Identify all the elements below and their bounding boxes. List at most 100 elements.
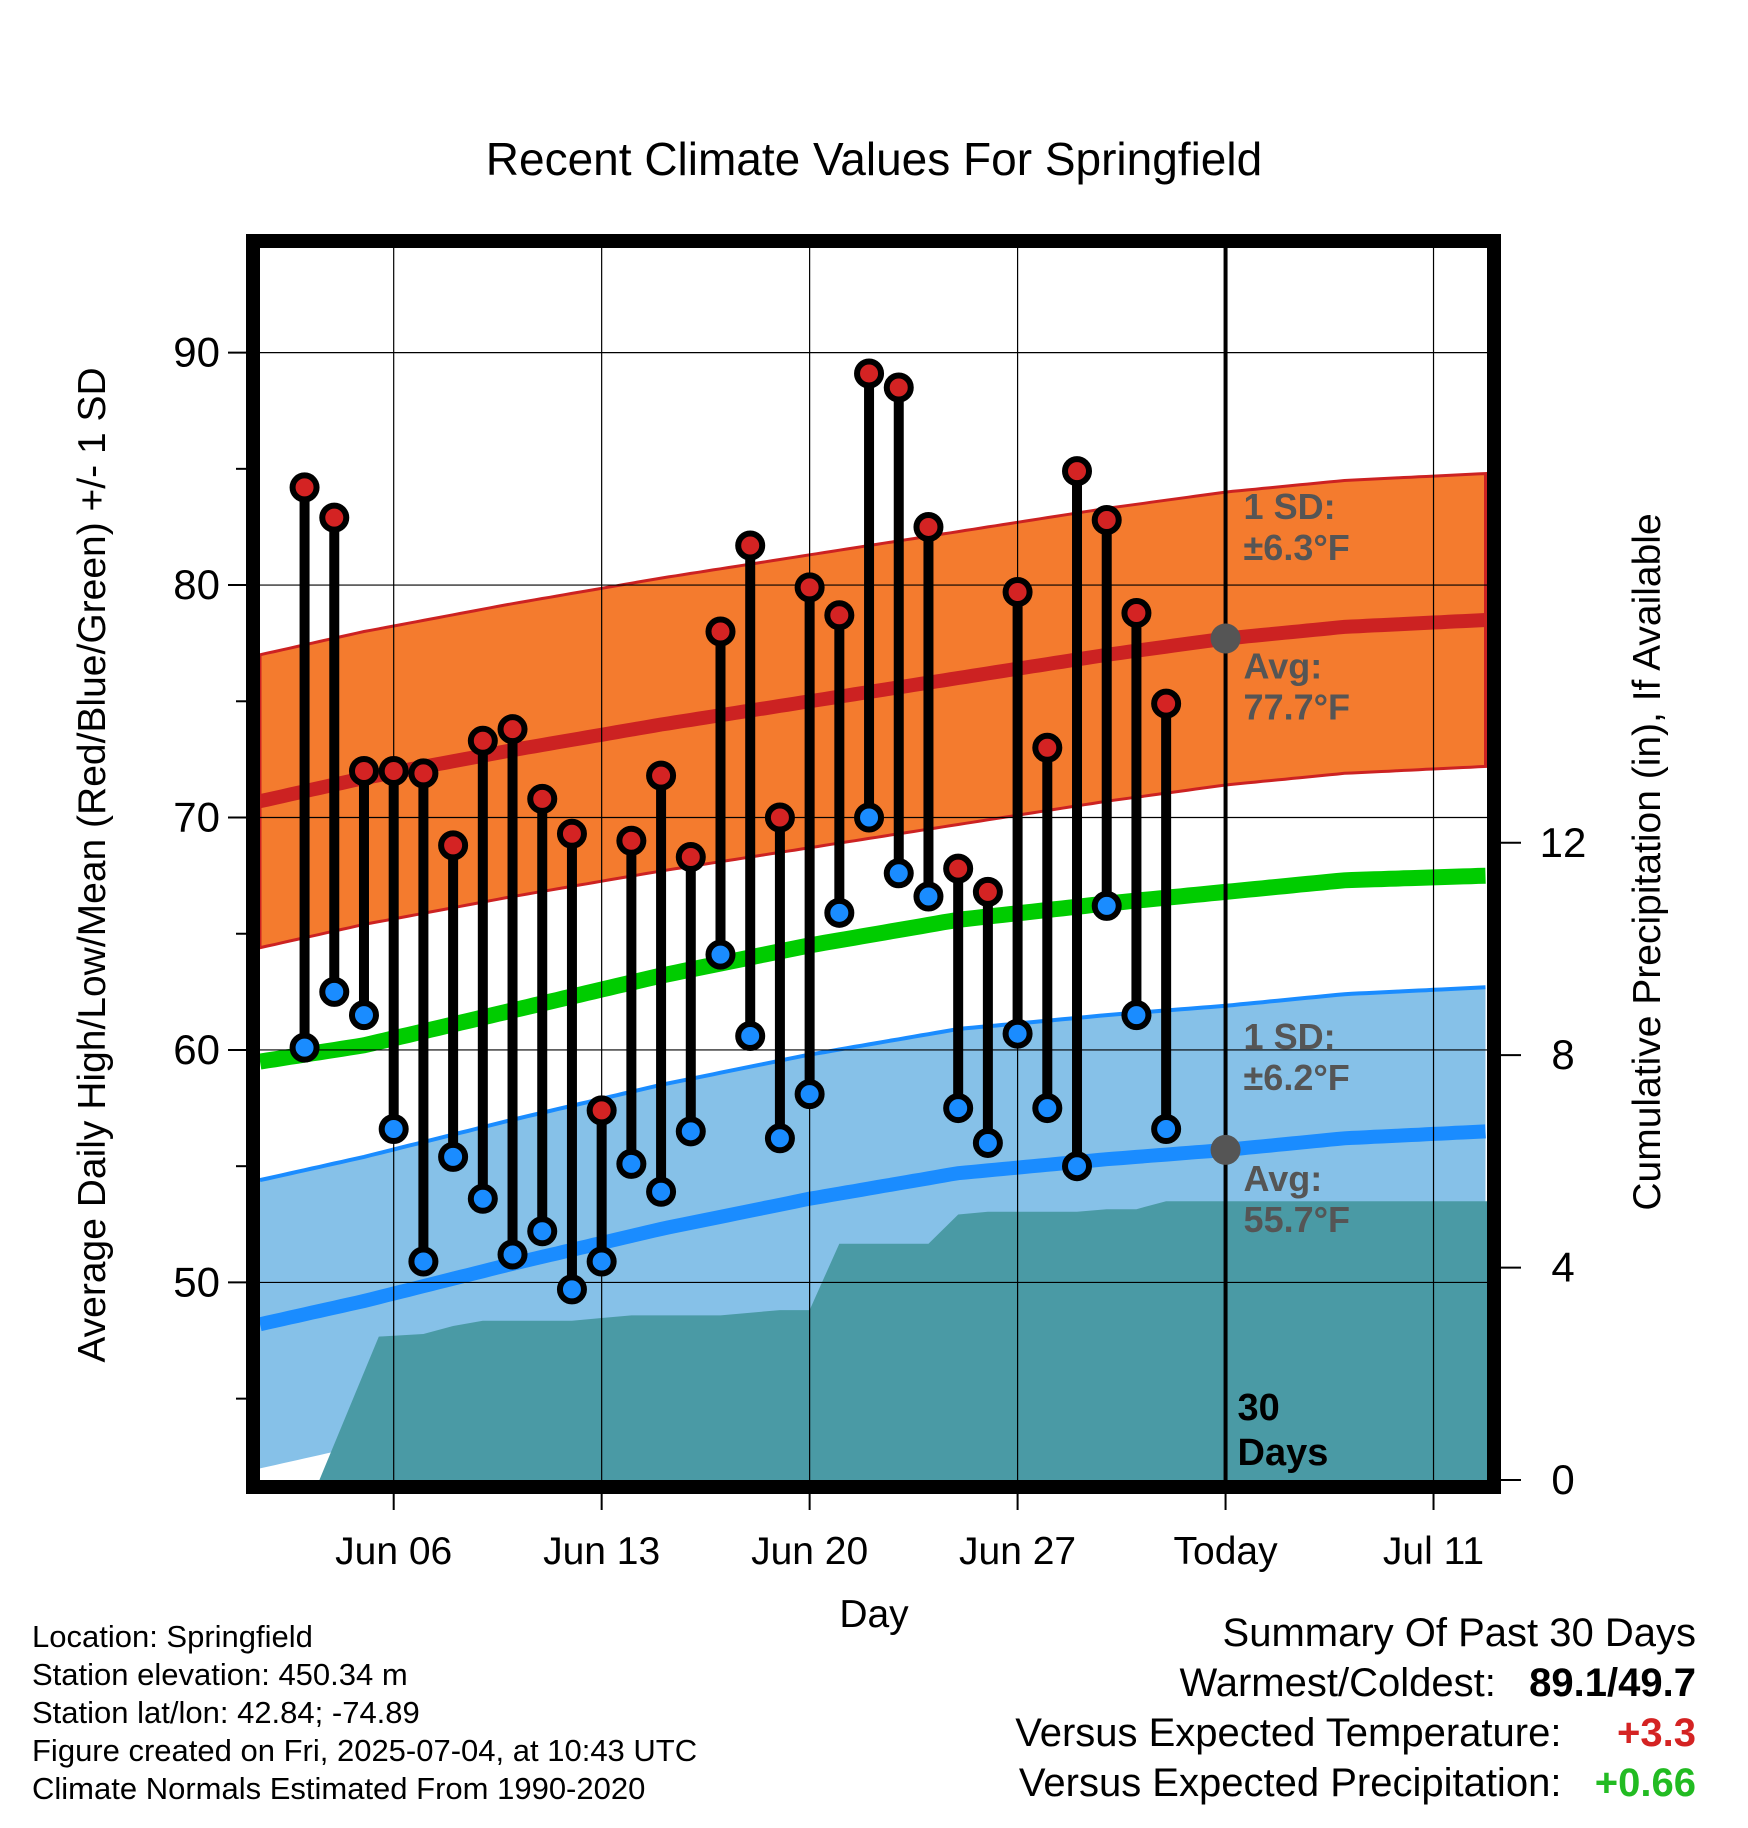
y2-tick-label: 4 (1551, 1244, 1574, 1291)
coldest-value: 49.7 (1618, 1661, 1696, 1705)
today-high-avg-marker (1210, 623, 1241, 654)
low-sd-upper-edge (260, 985, 1486, 1183)
summary-panel: Summary Of Past 30 Days Warmest/Coldest:… (1015, 1608, 1696, 1808)
daily-low-point (943, 1093, 974, 1124)
daily-low-point (764, 1123, 795, 1154)
daily-high-point (586, 1095, 617, 1126)
daily-low-point (438, 1141, 469, 1172)
x-tick-label: Jun 06 (335, 1530, 452, 1573)
daily-high-point (1002, 577, 1033, 608)
high-sd-value: ±6.3°F (1244, 527, 1350, 568)
daily-low-point (348, 1000, 379, 1031)
y-tick-label: 60 (173, 1026, 220, 1073)
low-avg-line (260, 1124, 1486, 1332)
daily-low-point (1032, 1093, 1063, 1124)
high-sd-label: 1 SD: (1244, 486, 1336, 527)
daily-low-point (1121, 1000, 1152, 1031)
x-tick-label: Jun 20 (751, 1530, 868, 1573)
warmest-value: 89.1 (1529, 1661, 1608, 1705)
daily-low-point (675, 1116, 706, 1147)
days-count-label: 30 (1238, 1387, 1280, 1429)
location-text: Location: Springfield (32, 1619, 313, 1654)
daily-low-point (1151, 1113, 1182, 1144)
daily-high-point (824, 600, 855, 631)
daily-high-point (378, 756, 409, 787)
x-tick-label: Jul 11 (1383, 1530, 1484, 1573)
chart-title: Recent Climate Values For Springfield (486, 133, 1262, 185)
daily-high-point (616, 825, 647, 856)
y2-tick-label: 0 (1551, 1456, 1574, 1503)
daily-low-point (705, 939, 736, 970)
x-tick-label: Jun 27 (959, 1530, 1076, 1573)
precip-anomaly-value: +0.66 (1594, 1761, 1696, 1805)
y-tick-label: 80 (173, 561, 220, 608)
daily-high-point (319, 502, 350, 533)
daily-low-point (289, 1032, 320, 1063)
daily-low-point (616, 1148, 647, 1179)
created-text: Figure created on Fri, 2025-07-04, at 10… (32, 1733, 698, 1768)
daily-high-point (1091, 504, 1122, 535)
daily-high-point (289, 472, 320, 503)
plot-frame (246, 234, 1501, 1494)
daily-low-point (824, 897, 855, 928)
daily-low-point (972, 1127, 1003, 1158)
daily-high-point (883, 372, 914, 403)
days-unit-label: Days (1238, 1432, 1329, 1474)
daily-high-point (408, 758, 439, 789)
daily-high-point (1032, 732, 1063, 763)
low-sd-label: 1 SD: (1244, 1016, 1336, 1057)
temp-anomaly-label: Versus Expected Temperature: (1015, 1711, 1562, 1755)
daily-low-point (883, 858, 914, 889)
daily-low-point (527, 1216, 558, 1247)
daily-low-point (735, 1021, 766, 1052)
low-avg-value: 55.7°F (1244, 1199, 1350, 1240)
temp-anomaly-row: Versus Expected Temperature: +3.3 (1015, 1708, 1696, 1758)
low-sd-value: ±6.2°F (1244, 1057, 1350, 1098)
daily-low-point (913, 881, 944, 912)
x-tick-label: Today (1174, 1530, 1279, 1573)
daily-low-point (1002, 1018, 1033, 1049)
daily-high-point (675, 842, 706, 873)
daily-low-point (586, 1246, 617, 1277)
daily-low-point (467, 1183, 498, 1214)
daily-high-point (794, 572, 825, 603)
x-tick-label: Jun 13 (543, 1530, 660, 1573)
y-tick-label: 70 (173, 794, 220, 841)
precip-anomaly-label: Versus Expected Precipitation: (1018, 1761, 1562, 1805)
mean-avg-line (260, 867, 1486, 1070)
latlon-text: Station lat/lon: 42.84; -74.89 (32, 1695, 420, 1730)
high-avg-value: 77.7°F (1244, 687, 1350, 728)
warmest-coldest-label: Warmest/Coldest: (1179, 1661, 1496, 1705)
daily-low-point (378, 1113, 409, 1144)
daily-low-point (646, 1176, 677, 1207)
daily-low-point (1062, 1151, 1093, 1182)
daily-low-point (556, 1274, 587, 1305)
daily-high-point (972, 876, 1003, 907)
elevation-text: Station elevation: 450.34 m (32, 1657, 408, 1692)
today-low-avg-marker (1210, 1134, 1241, 1165)
station-info: Location: Springfield Station elevation:… (32, 1618, 697, 1808)
y-tick-label: 90 (173, 329, 220, 376)
daily-low-point (408, 1246, 439, 1277)
warmest-coldest-row: Warmest/Coldest: 89.1/49.7 (1015, 1658, 1696, 1708)
daily-high-point (1151, 688, 1182, 719)
y-axis-label: Average Daily High/Low/Mean (Red/Blue/Gr… (71, 367, 114, 1362)
daily-high-point (1062, 456, 1093, 487)
daily-high-point (943, 853, 974, 884)
precip-area (260, 1201, 1487, 1480)
daily-high-point (913, 511, 944, 542)
y2-axis-label: Cumulative Precipitation (in), If Availa… (1626, 513, 1669, 1210)
summary-heading: Summary Of Past 30 Days (1222, 1611, 1696, 1655)
low-avg-label: Avg: (1244, 1158, 1323, 1199)
daily-high-point (348, 756, 379, 787)
precip-anomaly-row: Versus Expected Precipitation: +0.66 (1015, 1758, 1696, 1808)
daily-high-point (646, 760, 677, 791)
y2-tick-label: 8 (1551, 1031, 1574, 1078)
daily-low-point (497, 1239, 528, 1270)
daily-low-point (854, 802, 885, 833)
axes: 50 60 70 80 90 0 4 8 12 Jun 06 Jun 13 Jun 20 Jun 27 T… (173, 234, 1586, 1573)
daily-high-point (467, 725, 498, 756)
